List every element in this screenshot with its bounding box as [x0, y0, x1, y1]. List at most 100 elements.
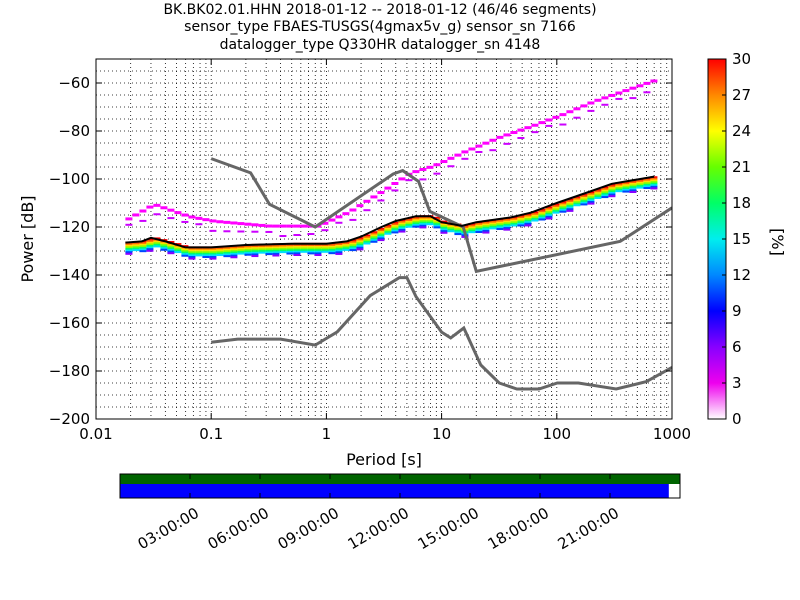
ppsd-cell	[531, 131, 539, 134]
ppsd-cell	[244, 253, 252, 256]
ppsd-cell	[139, 250, 147, 253]
ppsd-cell	[608, 191, 616, 194]
ppsd-cell	[209, 219, 217, 223]
ppsd-cell	[209, 256, 217, 258]
ppsd-cell	[426, 216, 434, 219]
ppsd-cell	[412, 170, 420, 174]
ppsd-cell	[440, 220, 448, 223]
ppsd-cell	[132, 213, 140, 217]
ppsd-cell	[237, 222, 245, 226]
ppsd-cell	[258, 250, 266, 253]
ppsd-cell	[125, 244, 133, 247]
ppsd-cell	[622, 187, 630, 190]
ppsd-cell	[335, 251, 343, 254]
ppsd-cell	[440, 160, 448, 164]
ppsd-cell	[181, 245, 189, 248]
ppsd-cell	[335, 248, 343, 251]
x-tick-label: 0.1	[199, 425, 223, 443]
ppsd-cell	[524, 224, 532, 227]
ppsd-cell	[643, 180, 651, 183]
ppsd-cell	[265, 248, 273, 251]
ppsd-cell	[335, 246, 343, 249]
ppsd-cell	[160, 243, 168, 246]
ppsd-cell	[384, 186, 392, 190]
ppsd-cell	[230, 251, 238, 254]
ppsd-cell	[307, 250, 315, 253]
ppsd-cell	[342, 245, 350, 248]
ppsd-cell	[167, 252, 175, 255]
ppsd-cell	[356, 243, 364, 246]
ppsd-cell	[454, 231, 462, 234]
ppsd-cell	[244, 222, 252, 226]
ppsd-cell	[370, 231, 378, 234]
colorbar-tick-label: 27	[732, 86, 751, 104]
ppsd-cell	[265, 251, 273, 254]
ppsd-cell	[419, 220, 427, 222]
ppsd-cell	[573, 196, 581, 199]
ppsd-cell	[125, 217, 133, 221]
ppsd-cell	[650, 181, 658, 184]
ppsd-cell	[517, 128, 525, 132]
ppsd-cell	[328, 218, 336, 222]
colorbar-tick-label: 15	[732, 230, 751, 248]
ppsd-cell	[538, 213, 546, 216]
ppsd-cell	[503, 142, 511, 145]
coverage-bar	[120, 484, 669, 498]
ppsd-cell	[587, 202, 595, 205]
ppsd-cell	[384, 229, 392, 232]
ppsd-cell	[580, 198, 588, 201]
ppsd-cell	[615, 190, 623, 193]
ppsd-cell	[384, 226, 392, 229]
ppsd-cell	[447, 227, 455, 230]
ppsd-cell	[629, 187, 637, 190]
ppsd-cell	[363, 236, 371, 239]
ppsd-cell	[650, 177, 658, 180]
ppsd-cell	[566, 110, 574, 114]
ppsd-cell	[181, 251, 189, 254]
ppsd-cell	[489, 222, 497, 225]
ppsd-cell	[482, 228, 490, 231]
ppsd-cell	[538, 208, 546, 211]
ppsd-cell	[251, 251, 259, 254]
ppsd-cell	[167, 245, 175, 248]
ppsd-cell	[587, 197, 595, 200]
ppsd-cell	[391, 221, 399, 224]
ppsd-cell	[328, 244, 336, 247]
ppsd-cell	[244, 250, 252, 253]
ppsd-cell	[188, 252, 196, 255]
ppsd-cell	[139, 242, 147, 245]
ppsd-cell	[237, 252, 245, 255]
ppsd-cell	[566, 200, 574, 203]
ppsd-cell	[167, 217, 175, 220]
ppsd-cell	[356, 248, 364, 251]
ppsd-cell	[223, 230, 231, 233]
ppsd-cell	[300, 224, 308, 228]
ppsd-cell	[615, 185, 623, 188]
ppsd-cell	[349, 242, 357, 245]
ppsd-cell	[573, 202, 581, 205]
ppsd-cell	[566, 206, 574, 209]
ppsd-cell	[496, 220, 504, 223]
colorbar-tick-label: 30	[732, 50, 751, 68]
ppsd-cell	[223, 248, 231, 251]
ppsd-cell	[573, 199, 581, 202]
ppsd-cell	[363, 209, 371, 212]
ppsd-cell	[377, 232, 385, 235]
ppsd-cell	[580, 200, 588, 203]
ppsd-cell	[216, 247, 224, 250]
ppsd-cell	[286, 250, 294, 253]
ppsd-cell	[552, 208, 560, 211]
ppsd-cell	[244, 245, 252, 248]
ppsd-cell	[160, 206, 168, 210]
ppsd-cell	[307, 247, 315, 250]
ppsd-cell	[503, 220, 511, 223]
ppsd-cell	[580, 197, 588, 200]
ppsd-cell	[139, 246, 147, 249]
ppsd-cell	[566, 209, 574, 212]
ppsd-cell	[251, 230, 259, 233]
ppsd-cell	[223, 220, 231, 224]
ppsd-cell	[314, 244, 322, 247]
ppsd-cell	[174, 246, 182, 249]
ppsd-cell	[300, 247, 308, 250]
ppsd-cell	[349, 245, 357, 248]
